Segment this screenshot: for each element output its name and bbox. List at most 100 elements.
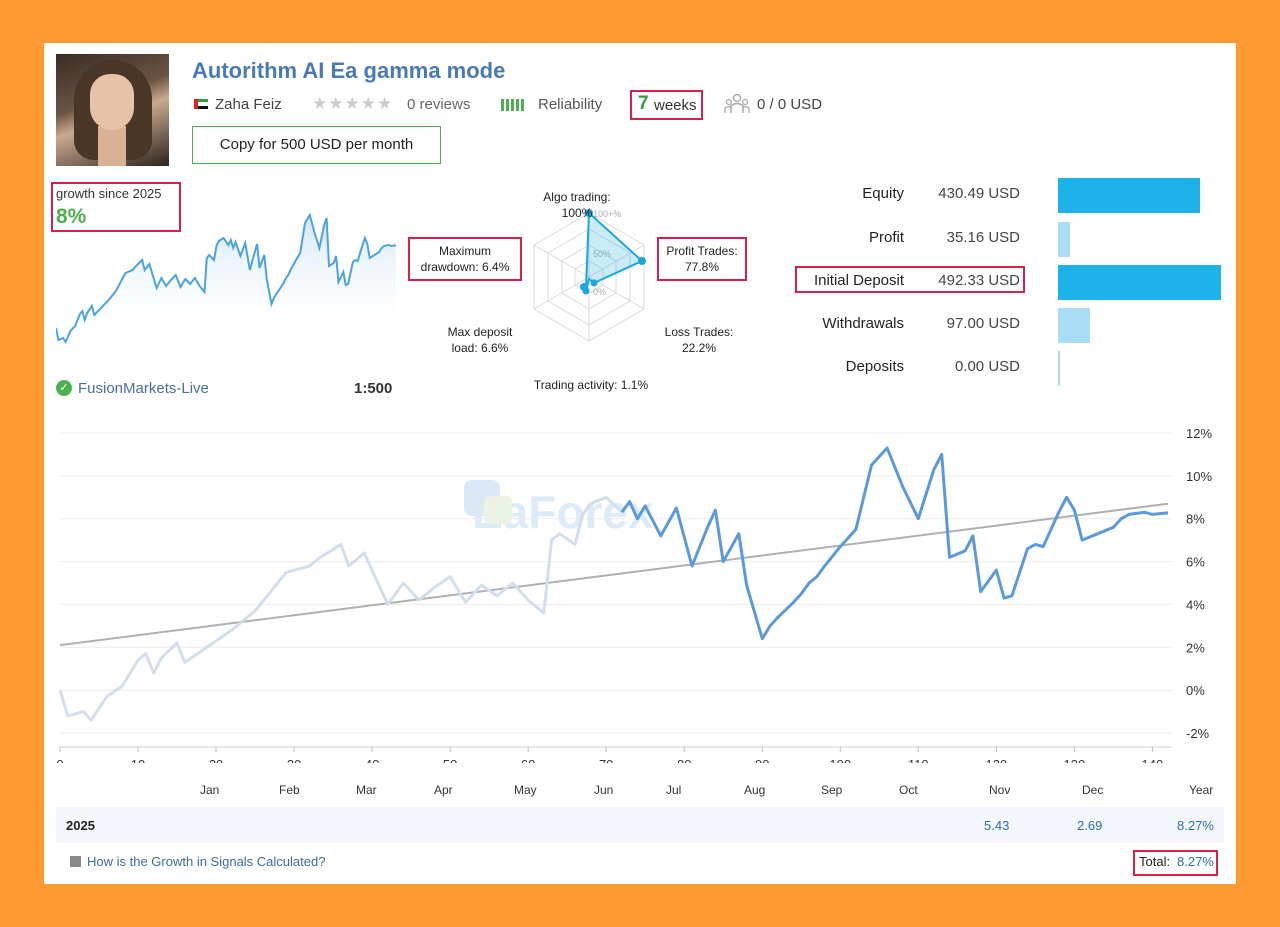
x-tick-label: 100 bbox=[829, 757, 851, 763]
reviews-count[interactable]: 0 reviews bbox=[407, 96, 471, 113]
stat-value: 97.00 USD bbox=[946, 315, 1020, 332]
x-tick-label: 10 bbox=[131, 757, 145, 763]
growth-value: 8% bbox=[56, 205, 87, 228]
growth-chart: EaForex 12%10%8%6%4%2%0%-2% 010203040506… bbox=[56, 426, 1212, 763]
uae-flag-icon bbox=[194, 99, 208, 109]
x-tick-label: 130 bbox=[1064, 757, 1086, 763]
x-tick-label: 60 bbox=[521, 757, 535, 763]
month-label: Mar bbox=[356, 783, 377, 797]
x-tick-label: 120 bbox=[985, 757, 1007, 763]
year-value-nov[interactable]: 5.43 bbox=[984, 818, 1010, 833]
total-highlight bbox=[1133, 850, 1218, 876]
y-tick-label: 0% bbox=[1186, 683, 1205, 698]
copy-signal-button[interactable]: Copy for 500 USD per month bbox=[192, 126, 441, 164]
signal-card: Autorithm AI Ea gamma mode Zaha Feiz ★★★… bbox=[44, 43, 1236, 884]
month-label: Dec bbox=[1082, 783, 1104, 797]
leverage: 1:500 bbox=[354, 380, 393, 397]
profit-trades-highlight bbox=[657, 237, 747, 281]
reliability-bars-icon bbox=[501, 99, 524, 111]
month-label: Year bbox=[1189, 783, 1214, 797]
year-row bbox=[56, 807, 1224, 843]
x-tick-label: 40 bbox=[365, 757, 379, 763]
stat-value: 492.33 USD bbox=[938, 272, 1020, 289]
month-label: Oct bbox=[899, 783, 918, 797]
broker-server[interactable]: FusionMarkets-Live bbox=[78, 380, 209, 397]
month-label: Jan bbox=[200, 783, 220, 797]
year-value-dec[interactable]: 2.69 bbox=[1077, 818, 1103, 833]
total-value: 8.27% bbox=[1177, 854, 1214, 869]
year-label: 2025 bbox=[66, 818, 95, 833]
radar-scale-0: 0% bbox=[593, 287, 606, 297]
weeks-highlight bbox=[630, 90, 703, 120]
y-tick-label: 8% bbox=[1186, 512, 1205, 527]
y-tick-label: 12% bbox=[1186, 426, 1212, 441]
initial-deposit-highlight bbox=[795, 266, 1025, 293]
author-name[interactable]: Zaha Feiz bbox=[215, 96, 282, 113]
stat-bar bbox=[1058, 178, 1200, 213]
x-tick-label: 70 bbox=[599, 757, 613, 763]
growth-calculation-link[interactable]: How is the Growth in Signals Calculated? bbox=[87, 854, 326, 869]
y-tick-label: 10% bbox=[1186, 469, 1212, 484]
month-label: Nov bbox=[989, 783, 1011, 797]
signal-title[interactable]: Autorithm AI Ea gamma mode bbox=[192, 58, 506, 83]
weeks-label: weeks bbox=[654, 97, 697, 114]
radar-max-deposit-load: Max deposit load: 6.6% bbox=[447, 325, 513, 355]
stat-bar bbox=[1058, 222, 1070, 257]
help-icon bbox=[70, 856, 81, 867]
year-value-total[interactable]: 8.27% bbox=[1177, 818, 1214, 833]
month-label: Sep bbox=[821, 783, 843, 797]
month-label: Jul bbox=[666, 783, 682, 797]
y-tick-label: -2% bbox=[1186, 726, 1210, 741]
month-label: Jun bbox=[594, 783, 614, 797]
radar-algo-trading: Algo trading: 100% bbox=[543, 190, 611, 220]
growth-line bbox=[620, 446, 1169, 641]
stat-value: 35.16 USD bbox=[946, 229, 1020, 246]
x-tick-label: 20 bbox=[209, 757, 223, 763]
radar-max-drawdown: Maximum drawdown: 6.4% bbox=[420, 244, 510, 274]
total-label: Total: bbox=[1139, 854, 1171, 869]
stat-value: 0.00 USD bbox=[954, 358, 1020, 375]
subscribers-icon bbox=[724, 93, 750, 113]
author-avatar[interactable] bbox=[56, 54, 169, 166]
radar-loss-trades: Loss Trades: 22.2% bbox=[664, 325, 734, 355]
stat-label: Equity bbox=[862, 185, 904, 202]
watermark-logo-icon bbox=[464, 480, 512, 524]
stat-label: Deposits bbox=[845, 358, 904, 375]
trend-line bbox=[59, 502, 1169, 647]
radar-profit-trades: Profit Trades: 77.8% bbox=[666, 244, 738, 274]
month-label: Apr bbox=[434, 783, 453, 797]
stat-label: Initial Deposit bbox=[813, 272, 904, 289]
x-tick-label: 90 bbox=[755, 757, 769, 763]
reliability-label: Reliability bbox=[538, 96, 603, 113]
y-tick-label: 6% bbox=[1186, 555, 1205, 570]
radar-trading-activity: Trading activity: 1.1% bbox=[533, 378, 649, 392]
stat-label: Profit bbox=[868, 229, 904, 246]
x-tick-label: 80 bbox=[677, 757, 691, 763]
stat-label: Withdrawals bbox=[822, 315, 904, 332]
stat-bar bbox=[1058, 265, 1221, 300]
growth-highlight bbox=[51, 182, 181, 232]
radar-scale-50: 50% bbox=[593, 249, 611, 259]
x-tick-label: 50 bbox=[443, 757, 457, 763]
stat-bar bbox=[1058, 308, 1090, 343]
radar-chart: 100+% 50% 0% bbox=[533, 209, 646, 342]
x-tick-label: 30 bbox=[287, 757, 301, 763]
verified-shield-icon: ✓ bbox=[56, 380, 72, 396]
x-tick-label: 110 bbox=[908, 757, 929, 763]
history-line bbox=[58, 495, 623, 722]
x-tick-label: 0 bbox=[56, 757, 63, 763]
stat-value: 430.49 USD bbox=[938, 185, 1020, 202]
x-tick-label: 140 bbox=[1142, 757, 1164, 763]
rating-stars-icon: ★★★★★ bbox=[312, 94, 394, 113]
drawdown-highlight bbox=[408, 237, 522, 281]
growth-label: growth since 2025 bbox=[56, 186, 162, 201]
month-label: Feb bbox=[279, 783, 300, 797]
stat-bar bbox=[1058, 351, 1060, 386]
radar-scale-100: 100+% bbox=[593, 209, 621, 219]
month-label: May bbox=[514, 783, 537, 797]
y-tick-label: 2% bbox=[1186, 640, 1205, 655]
growth-sparkline bbox=[56, 212, 397, 345]
subscribers-funds: 0 / 0 USD bbox=[757, 96, 823, 113]
weeks-number: 7 bbox=[638, 93, 649, 114]
y-tick-label: 4% bbox=[1186, 597, 1205, 612]
